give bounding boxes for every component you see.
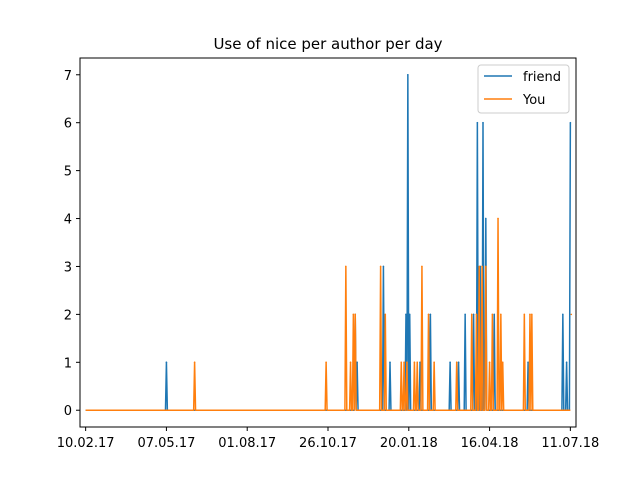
data-point	[476, 121, 479, 124]
x-tick-label: 10.02.17	[57, 436, 115, 451]
data-point	[349, 361, 352, 364]
data-point	[408, 313, 411, 316]
data-point	[485, 265, 487, 268]
y-tick-label: 7	[64, 69, 72, 84]
data-point	[481, 265, 483, 268]
x-tick-label: 26.10.17	[299, 436, 357, 451]
legend-label-friend: friend	[523, 70, 561, 85]
data-point	[470, 313, 473, 316]
data-point	[501, 361, 504, 364]
data-point	[382, 265, 385, 268]
x-axis: 10.02.17 07.05.17 01.08.17 26.10.17 20.01.18…	[57, 427, 599, 451]
data-point	[413, 361, 416, 364]
data-point	[403, 361, 405, 364]
data-point	[384, 313, 387, 316]
series-layer	[85, 73, 573, 411]
data-point	[419, 361, 421, 364]
data-point	[497, 217, 499, 220]
data-point	[570, 313, 573, 316]
y-tick-label: 0	[64, 404, 72, 419]
legend: friend You	[477, 64, 570, 114]
data-point	[529, 313, 531, 316]
data-point	[491, 313, 494, 316]
x-tick-label: 11.07.18	[541, 436, 599, 451]
data-point	[527, 361, 529, 364]
data-point	[569, 121, 572, 124]
data-point	[400, 361, 403, 364]
y-tick-label: 5	[64, 165, 72, 180]
data-point	[455, 361, 458, 364]
data-point	[356, 361, 358, 364]
data-point	[500, 313, 502, 316]
data-point	[488, 361, 491, 364]
data-point	[523, 313, 526, 316]
data-point	[193, 361, 196, 364]
data-point	[429, 313, 432, 316]
data-point	[449, 361, 451, 364]
data-point	[389, 361, 391, 364]
data-point	[531, 313, 533, 316]
legend-box	[477, 64, 570, 114]
data-point	[345, 265, 347, 268]
data-point	[354, 313, 357, 316]
data-point	[416, 361, 419, 364]
data-point	[475, 313, 478, 316]
data-point	[562, 313, 564, 316]
chart-title: Use of nice per author per day	[213, 35, 442, 53]
data-point	[379, 265, 382, 268]
y-tick-label: 4	[64, 213, 72, 228]
x-tick-label: 01.08.17	[218, 436, 276, 451]
legend-label-you: You	[522, 93, 545, 108]
y-tick-label: 2	[64, 308, 72, 323]
data-point	[464, 313, 466, 316]
data-point	[433, 361, 435, 364]
data-point	[421, 265, 423, 268]
data-point	[405, 313, 407, 316]
data-point	[493, 313, 496, 316]
data-point	[165, 361, 168, 364]
data-point	[485, 217, 487, 220]
data-point	[352, 313, 355, 316]
data-point	[325, 361, 327, 364]
y-axis: 0 1 2 3 4 5 6 7	[64, 69, 80, 419]
x-tick-label: 16.04.18	[461, 436, 519, 451]
y-tick-label: 1	[64, 356, 72, 371]
x-tick-label: 20.01.18	[380, 436, 438, 451]
data-point	[472, 313, 475, 316]
y-tick-label: 3	[64, 260, 72, 275]
y-tick-label: 6	[64, 117, 72, 132]
data-point	[427, 313, 430, 316]
data-point	[565, 361, 568, 364]
data-point	[482, 121, 484, 124]
data-point	[457, 361, 460, 364]
data-point	[407, 73, 409, 76]
data-point	[478, 265, 481, 268]
x-tick-label: 07.05.17	[137, 436, 195, 451]
data-point	[406, 361, 408, 364]
